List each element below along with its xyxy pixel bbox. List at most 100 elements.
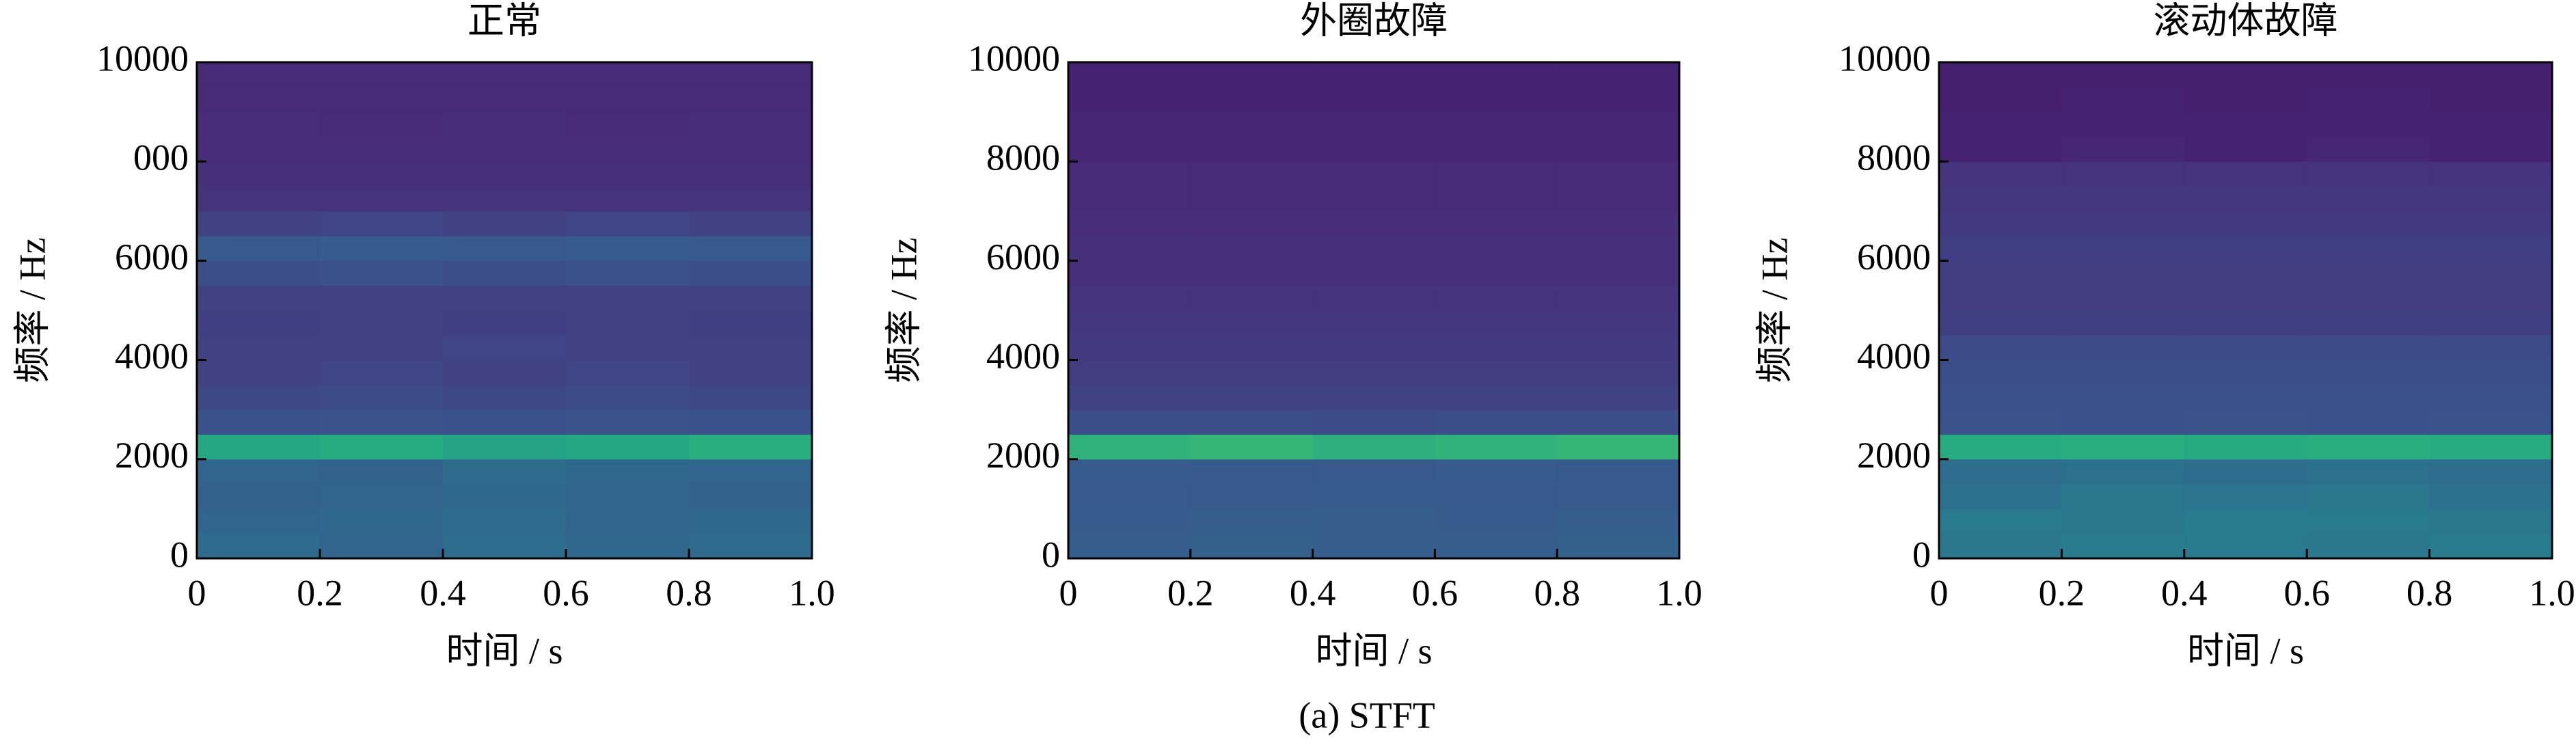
heat-cell: [1312, 335, 1435, 361]
heat-cell: [197, 161, 321, 187]
heat-cell: [1939, 62, 2062, 87]
y-axis-label: 频率 / Hz: [12, 238, 53, 383]
heat-cell: [320, 533, 444, 559]
heat-cell: [1068, 111, 1191, 137]
heat-cell: [2061, 484, 2185, 509]
heat-cell: [1312, 111, 1435, 137]
heat-cell: [566, 310, 690, 336]
y-tick-label: 2000: [1857, 435, 1931, 476]
heat-cell: [320, 62, 444, 87]
y-tick-label: 10000: [96, 38, 189, 79]
heat-cell: [1939, 236, 2062, 261]
heat-cell: [1939, 459, 2062, 485]
heat-cell: [1435, 136, 1558, 162]
heat-cell: [1312, 434, 1435, 460]
heat-cell: [1068, 434, 1191, 460]
heat-cell: [2429, 62, 2553, 87]
heat-cell: [1557, 211, 1680, 236]
heat-cell: [2429, 211, 2553, 236]
y-tick-label: 6000: [115, 236, 189, 277]
heat-cell: [320, 459, 444, 485]
heat-cell: [197, 62, 321, 87]
heat-cell: [2307, 533, 2430, 559]
heat-cell: [2429, 484, 2553, 509]
heat-cell: [566, 484, 690, 509]
y-tick-label: 2000: [986, 435, 1060, 476]
heat-cell: [2307, 186, 2430, 212]
heat-cell: [1190, 186, 1314, 212]
heat-cell: [197, 111, 321, 137]
heat-cell: [2061, 87, 2185, 113]
x-tick-label: 0.6: [2283, 572, 2330, 613]
heat-cell: [1312, 285, 1435, 311]
heat-cell: [320, 335, 444, 361]
heat-cell: [689, 384, 813, 410]
heat-cell: [2429, 459, 2553, 485]
heat-cell: [2061, 335, 2185, 361]
heat-cell: [2184, 533, 2307, 559]
y-tick-label: 4000: [115, 336, 189, 377]
x-tick-label: 0.2: [2039, 572, 2085, 613]
heat-cell: [1435, 434, 1558, 460]
heat-cell: [1939, 161, 2062, 187]
heat-cell: [2429, 434, 2553, 460]
heat-cell: [2061, 533, 2185, 559]
heat-cell: [2429, 111, 2553, 137]
heat-cell: [2307, 236, 2430, 261]
heat-cell: [1939, 434, 2062, 460]
heat-cell: [689, 434, 813, 460]
heat-cell: [1939, 310, 2062, 336]
heat-cell: [1312, 260, 1435, 286]
heat-cell: [2061, 509, 2185, 534]
heat-cell: [1312, 62, 1435, 87]
heat-cell: [320, 211, 444, 236]
heat-cell: [2061, 310, 2185, 336]
heat-cell: [197, 186, 321, 212]
heat-cell: [1312, 459, 1435, 485]
heat-cell: [1190, 62, 1314, 87]
heat-cell: [689, 186, 813, 212]
heat-cell: [2061, 111, 2185, 137]
heat-cell: [443, 384, 567, 410]
heat-cell: [2307, 136, 2430, 162]
heat-cell: [197, 360, 321, 385]
heat-cell: [2184, 310, 2307, 336]
heat-cell: [1939, 211, 2062, 236]
heat-cell: [2429, 236, 2553, 261]
heat-cell: [1312, 484, 1435, 509]
heat-cell: [1312, 384, 1435, 410]
heat-cell: [1068, 260, 1191, 286]
heat-cell: [1190, 335, 1314, 361]
heat-cell: [1435, 111, 1558, 137]
heat-cell: [1068, 310, 1191, 336]
heat-cell: [2061, 459, 2185, 485]
heat-cell: [2429, 384, 2553, 410]
heat-cell: [2429, 260, 2553, 286]
heat-cell: [320, 87, 444, 113]
heat-cell: [1190, 384, 1314, 410]
heat-cell: [2307, 87, 2430, 113]
heat-cell: [1435, 409, 1558, 435]
heat-cell: [1435, 87, 1558, 113]
x-tick-label: 1.0: [1656, 572, 1703, 613]
heat-cell: [2429, 409, 2553, 435]
heat-cell: [1190, 211, 1314, 236]
x-axis-label: 时间 / s: [1315, 630, 1432, 671]
heat-cell: [2429, 360, 2553, 385]
heat-cell: [1939, 335, 2062, 361]
heat-cell: [443, 236, 567, 261]
caption: (a) STFT: [1299, 694, 1435, 735]
heat-cell: [2184, 62, 2307, 87]
heat-cell: [443, 360, 567, 385]
heat-cell: [1068, 186, 1191, 212]
y-tick-label: 6000: [1857, 236, 1931, 277]
heat-cell: [689, 459, 813, 485]
heat-cell: [1068, 211, 1191, 236]
heat-cell: [566, 533, 690, 559]
heat-cell: [1557, 310, 1680, 336]
heat-cell: [689, 136, 813, 162]
heat-cell: [2061, 62, 2185, 87]
heat-cell: [689, 260, 813, 286]
heat-cell: [2061, 161, 2185, 187]
